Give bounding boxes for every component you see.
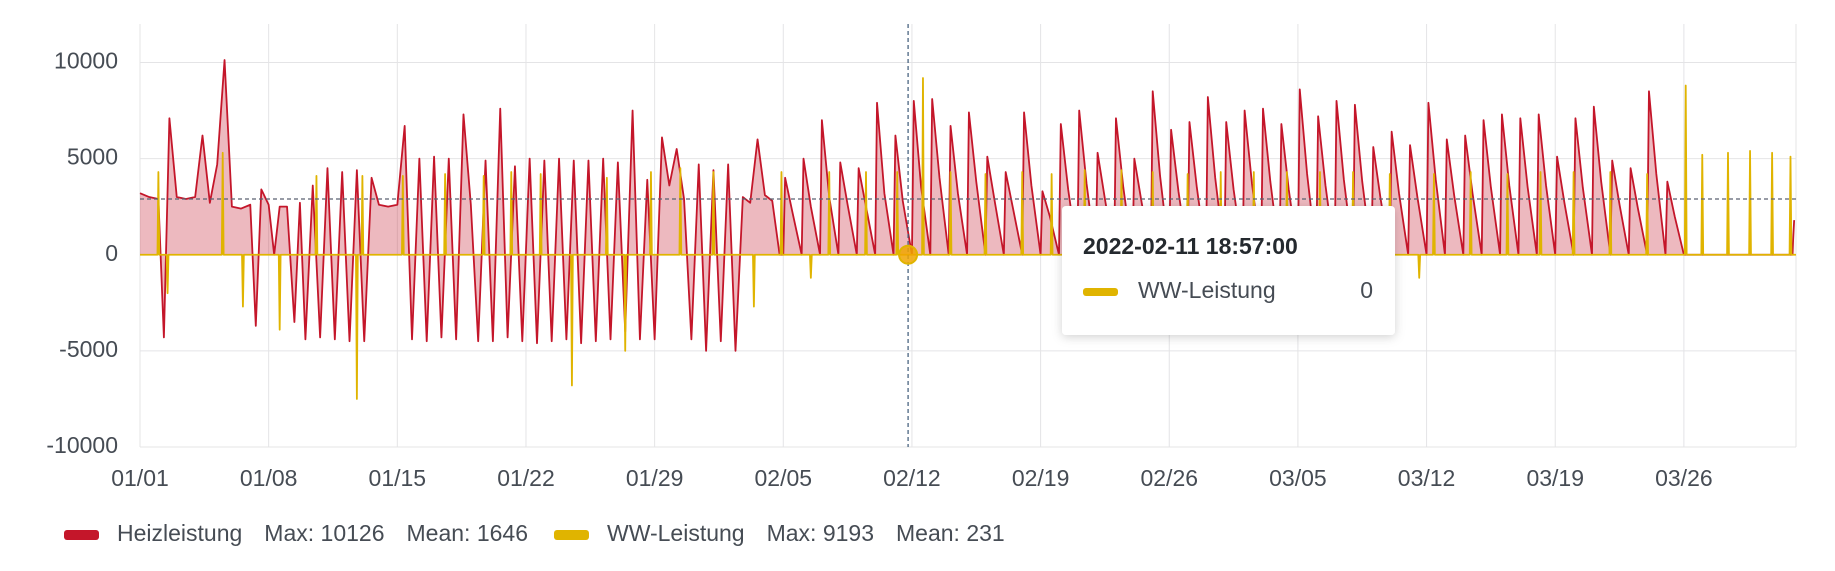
tooltip-series: WW-Leistung — [1138, 277, 1276, 303]
x-tick-label: 03/12 — [1398, 465, 1456, 491]
y-tick-label: 5000 — [67, 144, 118, 170]
x-tick-label: 03/19 — [1526, 465, 1584, 491]
y-tick-label: 10000 — [54, 48, 118, 74]
plot-area — [139, 59, 1796, 400]
x-tick-label: 01/15 — [369, 465, 427, 491]
x-tick-label: 02/05 — [755, 465, 813, 491]
hover-point — [898, 244, 919, 265]
tooltip-box — [1062, 206, 1395, 335]
tooltip-swatch — [1083, 288, 1118, 296]
x-tick-label: 01/08 — [240, 465, 298, 491]
overlay: 2022-02-11 18:57:00 WW-Leistung 0 Heizleist… — [64, 24, 1796, 546]
y-tick-label: 0 — [105, 240, 118, 266]
legend-label: Heizleistung — [117, 520, 242, 546]
tooltip-value: 0 — [1360, 277, 1373, 303]
y-tick-label: -5000 — [59, 336, 118, 362]
x-tick-label: 01/29 — [626, 465, 684, 491]
legend-stat: Max: 10126 — [264, 520, 384, 546]
legend-stat: Max: 9193 — [767, 520, 874, 546]
series-line — [139, 59, 1796, 352]
legend-stat: Mean: 231 — [896, 520, 1005, 546]
x-tick-label: 01/01 — [111, 465, 169, 491]
series-line — [140, 77, 1796, 400]
tooltip-time: 2022-02-11 18:57:00 — [1083, 233, 1298, 259]
x-tick-label: 02/26 — [1140, 465, 1198, 491]
legend-stat: Mean: 1646 — [407, 520, 528, 546]
legend-swatch — [64, 530, 99, 540]
x-tick-label: 03/05 — [1269, 465, 1327, 491]
x-tick-label: 02/19 — [1012, 465, 1070, 491]
x-tick-label: 02/12 — [883, 465, 941, 491]
y-tick-label: -10000 — [46, 432, 118, 458]
legend-label: WW-Leistung — [607, 520, 745, 546]
legend-swatch — [553, 530, 589, 540]
x-tick-label: 03/26 — [1655, 465, 1713, 491]
x-tick-label: 01/22 — [497, 465, 555, 491]
tooltip: 2022-02-11 18:57:00 WW-Leistung 0 — [1062, 206, 1395, 335]
